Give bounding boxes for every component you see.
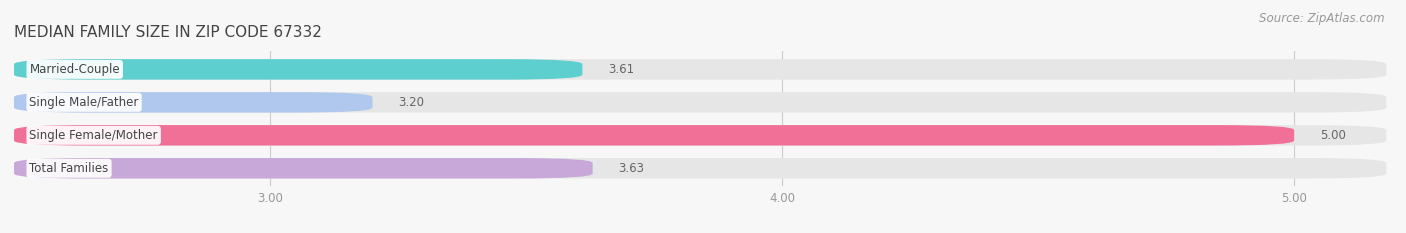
Text: 3.61: 3.61	[607, 63, 634, 76]
Text: 3.63: 3.63	[619, 162, 644, 175]
FancyBboxPatch shape	[14, 158, 1386, 178]
Text: MEDIAN FAMILY SIZE IN ZIP CODE 67332: MEDIAN FAMILY SIZE IN ZIP CODE 67332	[14, 25, 322, 41]
Text: Single Male/Father: Single Male/Father	[30, 96, 139, 109]
Text: Source: ZipAtlas.com: Source: ZipAtlas.com	[1260, 12, 1385, 25]
FancyBboxPatch shape	[14, 92, 1386, 113]
Text: Single Female/Mother: Single Female/Mother	[30, 129, 157, 142]
Text: Total Families: Total Families	[30, 162, 108, 175]
Text: Married-Couple: Married-Couple	[30, 63, 120, 76]
FancyBboxPatch shape	[14, 92, 373, 113]
Text: 3.20: 3.20	[398, 96, 425, 109]
FancyBboxPatch shape	[14, 125, 1386, 146]
FancyBboxPatch shape	[14, 158, 593, 178]
Text: 5.00: 5.00	[1320, 129, 1346, 142]
FancyBboxPatch shape	[14, 125, 1294, 146]
FancyBboxPatch shape	[14, 59, 582, 80]
FancyBboxPatch shape	[14, 59, 1386, 80]
